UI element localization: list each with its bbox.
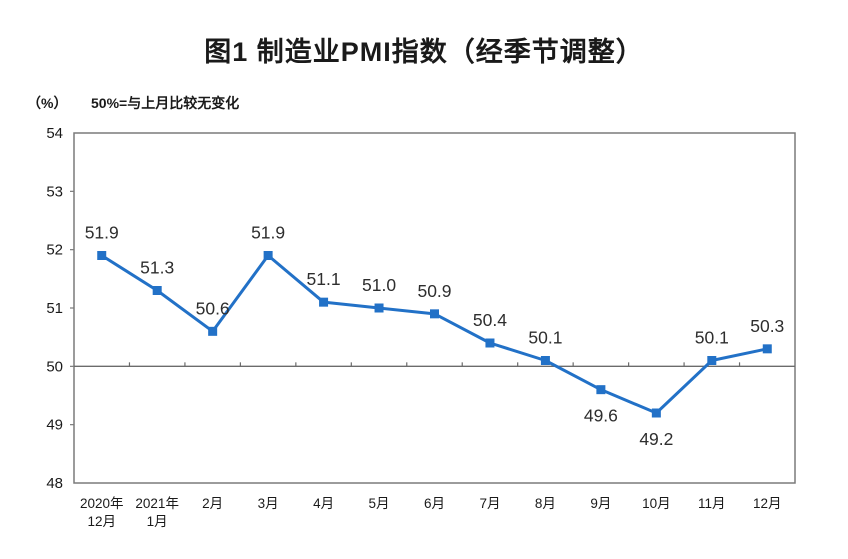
data-label: 51.3 — [140, 258, 174, 278]
data-point-marker — [263, 251, 273, 260]
data-point-marker — [651, 408, 661, 418]
x-axis-tick-label: 2月 — [202, 496, 223, 511]
data-point-marker — [374, 303, 384, 313]
data-point-marker — [540, 356, 550, 365]
y-axis-unit-label: （%） — [27, 95, 68, 111]
data-label: 50.3 — [750, 316, 784, 336]
data-point-marker — [707, 356, 717, 365]
y-axis-tick-label: 48 — [46, 475, 63, 492]
data-point-marker — [485, 338, 495, 348]
x-axis-tick-label: 12月 — [753, 496, 782, 511]
data-label: 51.0 — [362, 275, 396, 295]
data-label: 50.1 — [528, 328, 562, 348]
x-axis-tick-label: 2020年 12月 — [80, 496, 124, 529]
y-axis-tick-label: 53 — [46, 183, 63, 200]
data-point-marker — [319, 297, 329, 307]
x-axis-tick-label: 3月 — [258, 496, 279, 511]
data-label: 50.6 — [196, 298, 230, 318]
pmi-line — [100, 254, 768, 415]
x-axis-tick-label: 9月 — [590, 496, 611, 511]
data-label: 51.1 — [307, 269, 341, 289]
data-label: 49.6 — [584, 406, 618, 426]
y-axis-tick-label: 50 — [46, 358, 63, 375]
data-point-marker — [596, 385, 606, 395]
y-axis-tick-label: 52 — [46, 242, 63, 259]
data-point-marker — [430, 309, 439, 319]
data-point-marker — [208, 326, 218, 336]
x-axis-tick-label: 6月 — [424, 496, 445, 511]
data-point-marker — [152, 286, 162, 295]
y-axis-tick-label: 49 — [46, 417, 63, 434]
y-axis-tick-label: 54 — [46, 125, 63, 142]
data-label: 50.4 — [473, 310, 507, 330]
x-axis-tick-label: 5月 — [369, 496, 390, 511]
reference-note: 50%=与上月比较无变化 — [91, 95, 240, 111]
x-axis-tick-label: 7月 — [479, 496, 500, 511]
chart-title: 图1 制造业PMI指数（经季节调整） — [204, 37, 644, 67]
data-point-marker — [97, 251, 107, 260]
data-point-marker — [762, 344, 772, 354]
data-label: 50.1 — [695, 328, 729, 348]
x-axis-tick-label: 8月 — [535, 496, 556, 511]
x-axis-tick-label: 4月 — [313, 496, 334, 511]
data-label: 50.9 — [417, 281, 451, 301]
data-label: 51.9 — [251, 223, 285, 243]
data-label: 49.2 — [639, 429, 673, 449]
x-axis-tick-label: 10月 — [642, 496, 671, 511]
y-axis-tick-label: 51 — [46, 300, 63, 317]
data-label: 51.9 — [85, 223, 119, 243]
x-axis-tick-label: 2021年 1月 — [135, 496, 179, 529]
x-axis-tick-label: 11月 — [698, 496, 726, 511]
